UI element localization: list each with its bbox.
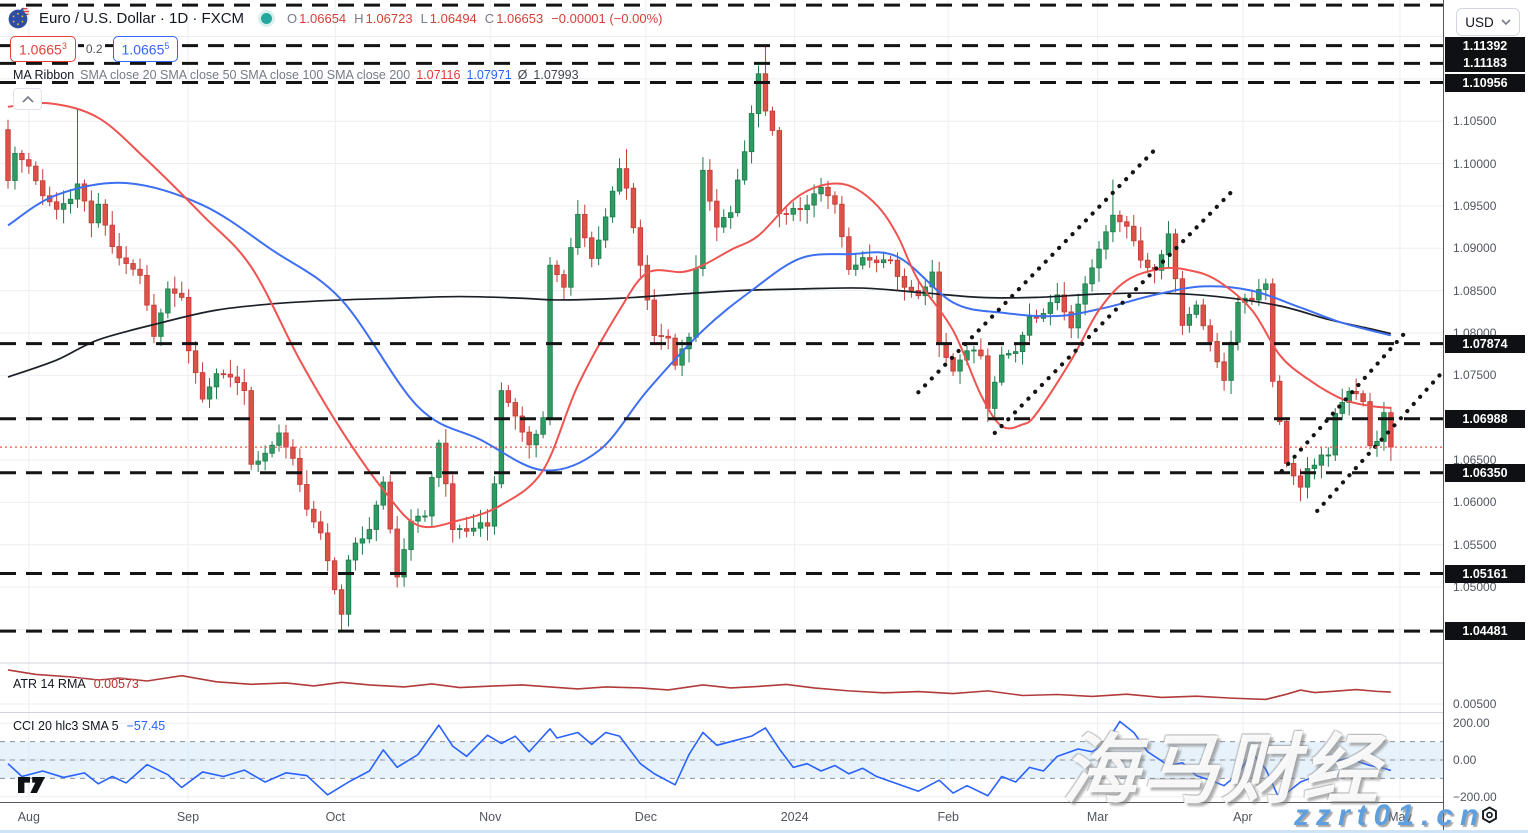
price-tick: 1.05000	[1453, 580, 1497, 595]
indicator-params: SMA close 20 SMA close 50 SMA close 100 …	[80, 68, 411, 82]
atr-line[interactable]	[7, 669, 1391, 701]
open-label: O	[287, 10, 298, 26]
level-price-badge: 1.06350	[1445, 463, 1525, 482]
close-label: C	[484, 10, 495, 26]
high-label: H	[354, 10, 364, 26]
sma200-line[interactable]	[7, 287, 1392, 378]
open-value: 1.06654	[299, 10, 347, 26]
low-value: 1.06494	[429, 10, 477, 26]
sma20-value: 1.07116	[416, 68, 461, 82]
change-value: −0.00001 (−0.00%)	[551, 10, 663, 26]
cci-tick: 0.00	[1453, 753, 1477, 767]
time-axis[interactable]: Aug Sep Oct Nov Dec 2024 Feb Mar Apr May	[0, 802, 1443, 832]
cci-pane	[0, 741, 1443, 779]
currency-selector-button[interactable]: USD	[1456, 8, 1520, 36]
spread-label: 0.2	[83, 41, 105, 56]
price-tick: 1.09000	[1453, 241, 1497, 256]
price-tick: 1.05500	[1453, 537, 1497, 552]
symbol-header: Euro / U.S. Dollar · 1D · FXCM O 1.06654 …	[8, 7, 663, 29]
time-axis-label[interactable]: Feb	[937, 810, 959, 824]
level-price-badge: 1.11183	[1445, 54, 1525, 73]
ask-price-box[interactable]: 1.06655	[112, 36, 179, 62]
ohlc-readout: O 1.06654 H 1.06723 L 1.06494 C 1.06653 −0.0…	[287, 11, 662, 26]
price-tick: 1.10000	[1453, 156, 1497, 171]
level-price-badge: 1.11392	[1445, 36, 1525, 55]
time-axis-label[interactable]: Nov	[479, 810, 502, 824]
price-tick: 1.10500	[1453, 114, 1497, 129]
bid-ask-row: 1.06653 0.2 1.06655	[10, 36, 179, 62]
legend-collapse-button[interactable]	[13, 88, 42, 110]
currency-label: USD	[1465, 14, 1494, 30]
time-axis-label[interactable]: Dec	[634, 810, 658, 824]
sma50-line[interactable]	[7, 181, 1392, 472]
price-tick: 1.09500	[1453, 198, 1497, 213]
cci-line[interactable]	[7, 720, 1392, 801]
price-tick: 1.08500	[1453, 283, 1497, 298]
atr-tick: 0.00500	[1453, 697, 1497, 712]
price-tick: 1.06500	[1453, 453, 1497, 468]
avg-prefix: Ø	[517, 68, 528, 82]
time-axis-label[interactable]: Aug	[17, 810, 40, 824]
close-value: 1.06653	[496, 10, 544, 26]
time-axis-label[interactable]: May	[1388, 810, 1412, 824]
time-axis-label[interactable]: Oct	[325, 810, 346, 824]
chevron-down-icon	[1501, 19, 1511, 25]
cci-label: CCI 20 hlc3 SMA 5	[13, 719, 119, 733]
time-axis-label[interactable]: Mar	[1086, 810, 1109, 824]
sma20-line[interactable]	[7, 101, 1391, 529]
level-price-badge: 1.04481	[1445, 622, 1525, 641]
bottom-highlight-strip	[0, 830, 1528, 833]
avg-value: 1.07993	[533, 68, 579, 82]
level-price-badge: 1.10956	[1445, 73, 1525, 92]
price-tick: 1.07500	[1453, 368, 1497, 383]
bid-price-box[interactable]: 1.06653	[10, 36, 76, 62]
chevron-up-icon	[21, 95, 34, 103]
cci-tick: 200.00	[1453, 716, 1490, 731]
sma50-value: 1.07971	[466, 68, 512, 82]
eurusd-pair-icon	[8, 7, 30, 29]
time-axis-label[interactable]: Sep	[176, 810, 200, 824]
time-axis-label[interactable]: 2024	[780, 810, 809, 824]
price-tick: 1.06000	[1453, 495, 1497, 510]
atr-value: 0.00573	[93, 677, 139, 691]
indicator-title: MA Ribbon	[13, 68, 75, 82]
level-price-badge: 1.05161	[1445, 564, 1525, 583]
support-resistance-lines[interactable]	[0, 3, 1443, 633]
time-axis-label[interactable]: Apr	[1233, 810, 1253, 824]
cci-value: −57.45	[126, 719, 166, 733]
level-price-badge: 1.07874	[1445, 334, 1525, 353]
ma-ribbon-legend[interactable]: MA Ribbon SMA close 20 SMA close 50 SMA …	[13, 68, 579, 82]
axis-settings-gear-icon[interactable]	[1480, 806, 1499, 830]
atr-label: ATR 14 RMA	[13, 677, 86, 691]
symbol-title[interactable]: Euro / U.S. Dollar · 1D · FXCM	[39, 9, 245, 27]
atr-legend[interactable]: ATR 14 RMA 0.00573	[13, 677, 139, 691]
trendlines[interactable]	[916, 147, 1442, 513]
cci-tick: −200.00	[1453, 789, 1497, 804]
cci-legend[interactable]: CCI 20 hlc3 SMA 5 −57.45	[13, 719, 165, 733]
price-axis[interactable]: USD 1.10500 1.10000 1.09500 1.09000 1.08500 1…	[1443, 0, 1528, 833]
high-value: 1.06723	[365, 10, 413, 26]
market-status-icon[interactable]	[261, 12, 273, 24]
candles-group	[5, 45, 1394, 632]
level-price-badge: 1.06988	[1445, 409, 1525, 428]
low-label: L	[420, 10, 428, 26]
tradingview-logo[interactable]	[17, 776, 47, 799]
gridlines	[0, 0, 1443, 801]
